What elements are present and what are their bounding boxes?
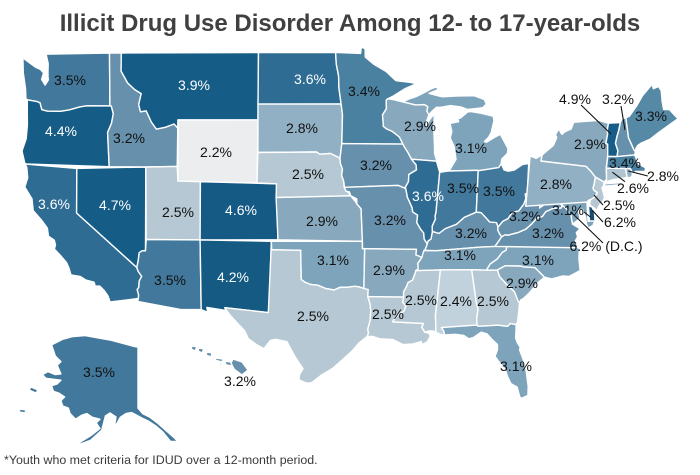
svg-text:2.5%: 2.5% [603,197,635,213]
svg-text:3.4%: 3.4% [609,155,641,171]
svg-text:2.9%: 2.9% [306,213,338,229]
svg-text:3.3%: 3.3% [635,108,667,124]
svg-text:3.5%: 3.5% [447,180,479,196]
svg-text:3.9%: 3.9% [178,77,210,93]
svg-text:3.6%: 3.6% [412,188,444,204]
svg-text:3.1%: 3.1% [317,252,349,268]
svg-text:4.4%: 4.4% [45,123,77,139]
svg-text:2.5%: 2.5% [372,306,404,322]
svg-text:2.5%: 2.5% [292,166,324,182]
svg-text:2.4%: 2.4% [440,293,472,309]
svg-text:3.1%: 3.1% [444,247,476,263]
svg-text:6.2% (D.C.): 6.2% (D.C.) [569,238,642,254]
svg-text:3.1%: 3.1% [552,202,584,218]
svg-text:2.5%: 2.5% [162,204,194,220]
svg-text:2.8%: 2.8% [540,176,572,192]
svg-text:3.2%: 3.2% [509,208,541,224]
svg-text:2.6%: 2.6% [617,180,649,196]
svg-text:3.2%: 3.2% [455,225,487,241]
svg-text:3.5%: 3.5% [154,272,186,288]
svg-text:3.2%: 3.2% [602,91,634,107]
svg-text:3.5%: 3.5% [83,364,115,380]
svg-text:2.5%: 2.5% [297,308,329,324]
svg-text:2.5%: 2.5% [405,292,437,308]
svg-text:3.1%: 3.1% [500,358,532,374]
svg-text:2.5%: 2.5% [477,293,509,309]
svg-text:2.9%: 2.9% [574,136,606,152]
svg-text:2.9%: 2.9% [373,262,405,278]
svg-text:6.2%: 6.2% [604,214,636,230]
svg-text:4.6%: 4.6% [225,202,257,218]
svg-text:2.9%: 2.9% [404,118,436,134]
svg-text:4.9%: 4.9% [559,91,591,107]
svg-text:3.1%: 3.1% [522,252,554,268]
svg-text:2.9%: 2.9% [506,275,538,291]
svg-text:3.2%: 3.2% [360,157,392,173]
svg-text:3.2%: 3.2% [532,225,564,241]
svg-text:2.8%: 2.8% [286,120,318,136]
svg-text:3.5%: 3.5% [54,72,86,88]
svg-text:3.1%: 3.1% [455,140,487,156]
svg-text:3.6%: 3.6% [38,196,70,212]
svg-text:3.2%: 3.2% [374,212,406,228]
svg-text:2.8%: 2.8% [647,168,679,184]
svg-text:3.4%: 3.4% [348,83,380,99]
svg-text:3.2%: 3.2% [113,130,145,146]
svg-text:2.2%: 2.2% [200,144,232,160]
svg-text:3.6%: 3.6% [294,71,326,87]
svg-text:3.5%: 3.5% [483,183,515,199]
svg-text:3.2%: 3.2% [224,373,256,389]
svg-text:4.2%: 4.2% [217,269,249,285]
svg-text:4.7%: 4.7% [99,197,131,213]
